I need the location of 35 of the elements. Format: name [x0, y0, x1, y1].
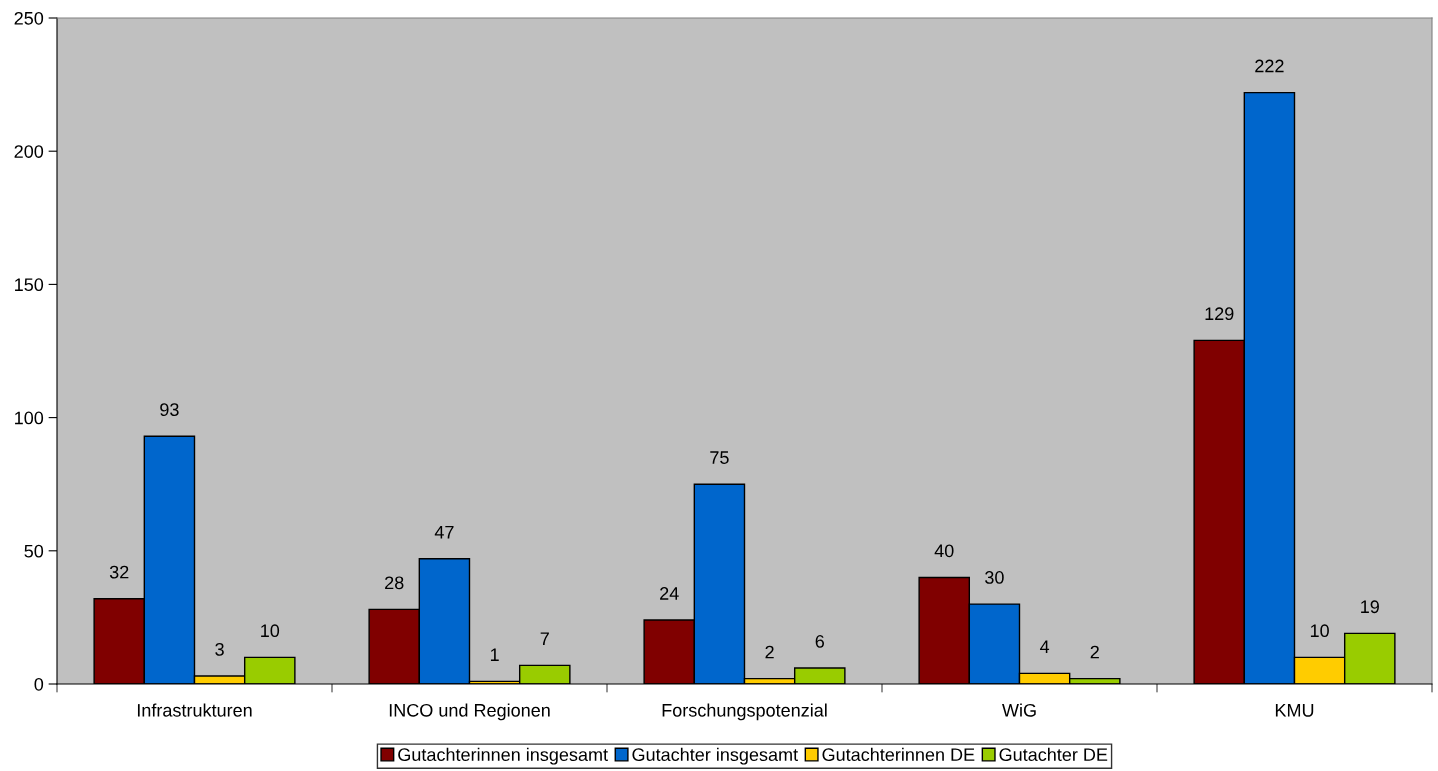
data-label: 222 — [1255, 59, 1284, 73]
x-tick-label: Forschungspotenzial — [662, 703, 827, 721]
data-label: 47 — [434, 525, 454, 539]
legend-label: Gutachter DE — [999, 747, 1108, 762]
y-tick-label: 50 — [24, 544, 44, 558]
legend-label: Gutachter insgesamt — [632, 747, 798, 765]
data-label: 28 — [385, 576, 404, 590]
legend-label: Gutachterinnen DE — [822, 747, 975, 762]
data-label: 75 — [710, 451, 729, 464]
data-label: 3 — [215, 642, 224, 656]
data-label: 40 — [934, 544, 954, 558]
data-label: 19 — [1361, 600, 1379, 614]
data-label: 10 — [1310, 624, 1329, 638]
data-label: 2 — [765, 645, 774, 659]
x-tick-label: Infrastrukturen — [137, 703, 252, 717]
data-label: 32 — [109, 565, 129, 579]
data-label: 4 — [1039, 640, 1050, 653]
data-label: 7 — [540, 632, 549, 645]
data-label: 2 — [1090, 645, 1099, 659]
data-label: 10 — [261, 624, 280, 638]
data-label: 129 — [1205, 307, 1234, 321]
x-tick-label: INCO und Regionen — [389, 703, 550, 721]
y-tick-label: 150 — [15, 278, 44, 292]
y-tick-label: 0 — [34, 677, 44, 691]
legend-label: Gutachterinnen insgesamt — [398, 747, 608, 765]
data-label: 30 — [985, 571, 1004, 584]
data-label: 1 — [490, 648, 499, 661]
y-tick-label: 200 — [14, 145, 44, 158]
data-label: 24 — [660, 587, 679, 600]
data-label: 93 — [160, 403, 179, 417]
x-tick-label: WiG — [1002, 703, 1036, 717]
data-label: 6 — [815, 634, 825, 648]
y-tick-label: 100 — [15, 411, 44, 425]
x-tick-label: KMU — [1275, 704, 1314, 717]
y-tick-label: 250 — [14, 11, 44, 25]
